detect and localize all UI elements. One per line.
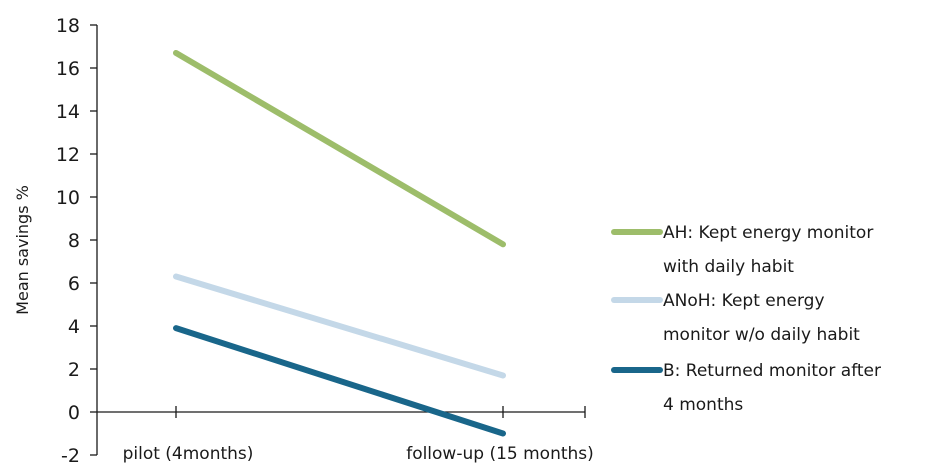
legend-label-3: B: Returned monitor after bbox=[663, 361, 881, 381]
y-ticks: -2 0 2 4 6 8 10 12 14 16 18 bbox=[56, 15, 97, 465]
y-tick-label: -2 bbox=[61, 445, 80, 465]
y-tick-label: 8 bbox=[68, 230, 80, 252]
y-tick-label: 18 bbox=[56, 15, 80, 37]
series-line-3 bbox=[173, 325, 506, 437]
x-ticks: pilot (4months) follow-up (15 months) bbox=[123, 406, 594, 464]
y-tick-label: 16 bbox=[56, 58, 80, 80]
y-tick-label: 6 bbox=[68, 273, 80, 295]
y-tick-label: 4 bbox=[68, 316, 80, 338]
legend-label-2: monitor w/o daily habit bbox=[663, 325, 860, 345]
legend-label-1: AH: Kept energy monitor bbox=[663, 223, 873, 243]
axes bbox=[96, 25, 585, 455]
series-line-1 bbox=[173, 49, 506, 248]
legend-label-3: 4 months bbox=[663, 395, 743, 415]
y-tick-label: 14 bbox=[56, 101, 80, 123]
legend-label-1: with daily habit bbox=[663, 257, 794, 277]
series-line-2 bbox=[173, 273, 506, 379]
legend-label-2: ANoH: Kept energy bbox=[663, 291, 825, 311]
y-tick-label: 2 bbox=[68, 359, 80, 381]
y-tick-label: 12 bbox=[56, 144, 80, 166]
y-tick-label: 0 bbox=[68, 402, 80, 424]
y-axis-label: Mean savings % bbox=[13, 185, 32, 315]
y-tick-label: 10 bbox=[56, 187, 80, 209]
x-category-label: follow-up (15 months) bbox=[406, 444, 594, 464]
legend: AH: Kept energy monitor with daily habit A… bbox=[611, 223, 881, 415]
series-lines bbox=[173, 49, 506, 437]
x-category-label: pilot (4months) bbox=[123, 444, 254, 464]
